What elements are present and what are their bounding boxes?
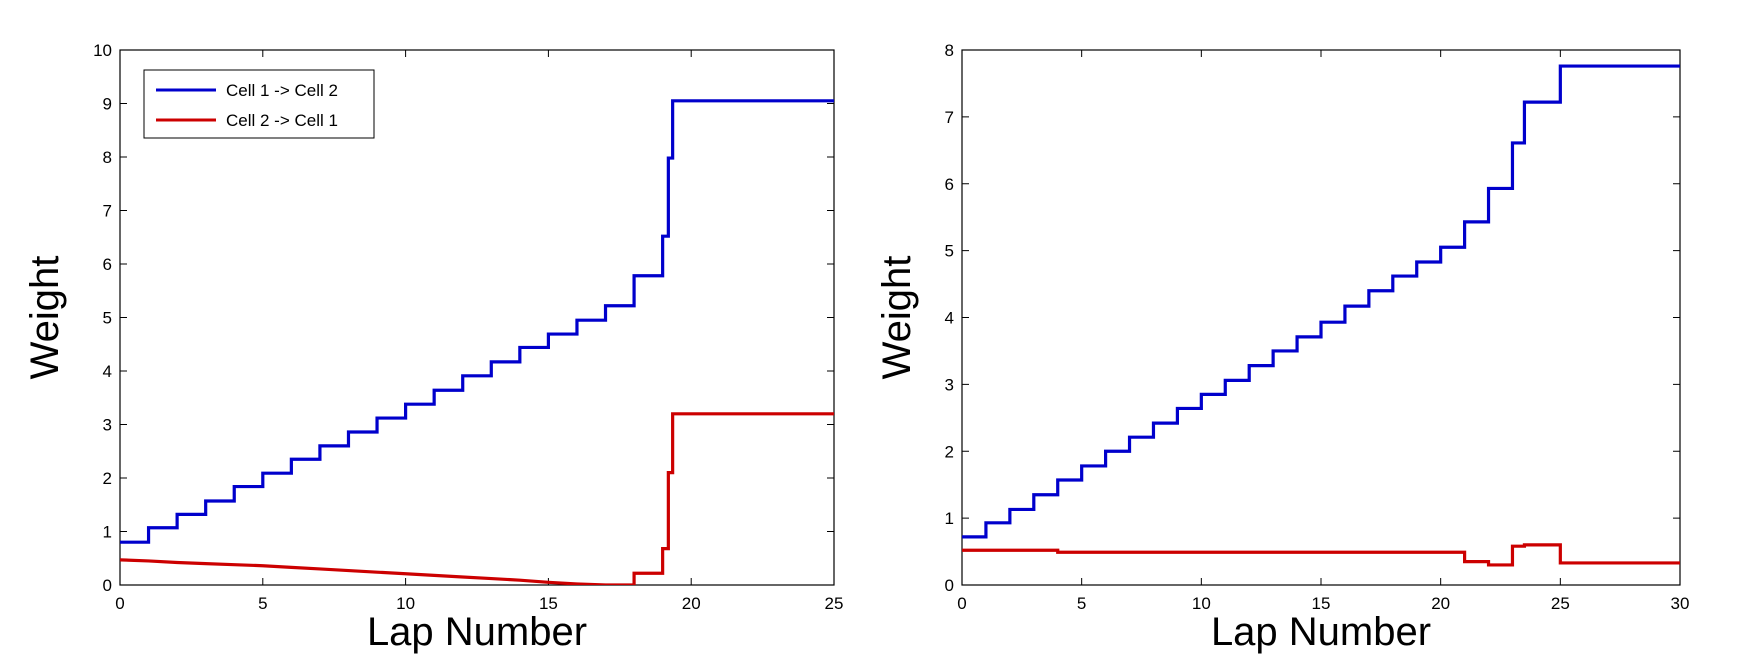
- legend-label: Cell 2 -> Cell 1: [226, 111, 338, 130]
- y-tick-label: 10: [93, 41, 112, 60]
- x-tick-label: 15: [1312, 594, 1331, 613]
- x-tick-label: 5: [258, 594, 267, 613]
- x-tick-label: 0: [957, 594, 966, 613]
- x-axis-title: Lap Number: [1211, 610, 1431, 654]
- y-tick-label: 6: [103, 255, 112, 274]
- series-line-1: [120, 99, 834, 544]
- x-tick-label: 25: [825, 594, 844, 613]
- y-tick-label: 7: [103, 202, 112, 221]
- legend-label: Cell 1 -> Cell 2: [226, 81, 338, 100]
- y-axis-title: Weight: [23, 256, 67, 380]
- y-tick-label: 4: [103, 362, 112, 381]
- plot-area: [961, 49, 1681, 586]
- y-tick-label: 5: [945, 242, 954, 261]
- x-tick-label: 5: [1077, 594, 1086, 613]
- y-tick-label: 0: [945, 576, 954, 595]
- x-tick-label: 10: [1192, 594, 1211, 613]
- x-tick-label: 20: [682, 594, 701, 613]
- series-line-2: [962, 543, 1680, 567]
- series-line-2: [120, 412, 834, 585]
- y-tick-label: 3: [945, 375, 954, 394]
- x-axis-title: Lap Number: [367, 610, 587, 654]
- y-tick-label: 8: [103, 148, 112, 167]
- y-tick-label: 5: [103, 309, 112, 328]
- x-tick-label: 10: [396, 594, 415, 613]
- y-tick-label: 7: [945, 108, 954, 127]
- x-tick-label: 15: [539, 594, 558, 613]
- y-tick-label: 8: [945, 41, 954, 60]
- y-tick-label: 2: [945, 442, 954, 461]
- x-tick-label: 25: [1551, 594, 1570, 613]
- plot-area: [119, 49, 835, 586]
- y-tick-label: 0: [103, 576, 112, 595]
- y-tick-label: 9: [103, 95, 112, 114]
- right-chart: 0 5 10 15 20 25 30 0 1 2 3 4 5 6 7 8 Lap Number Weight: [875, 41, 1689, 654]
- x-tick-label: 30: [1671, 594, 1690, 613]
- y-tick-label: 1: [945, 509, 954, 528]
- y-tick-label: 3: [103, 416, 112, 435]
- x-tick-label: 0: [115, 594, 124, 613]
- legend-box: [143, 69, 375, 139]
- y-tick-label: 1: [103, 523, 112, 542]
- y-tick-label: 4: [945, 309, 954, 328]
- legend: Cell 1 -> Cell 2 Cell 2 -> Cell 1: [143, 69, 375, 139]
- series-line-1: [962, 64, 1680, 539]
- y-axis-title: Weight: [875, 256, 919, 380]
- y-tick-label: 6: [945, 175, 954, 194]
- x-tick-label: 20: [1431, 594, 1450, 613]
- y-tick-label: 2: [103, 469, 112, 488]
